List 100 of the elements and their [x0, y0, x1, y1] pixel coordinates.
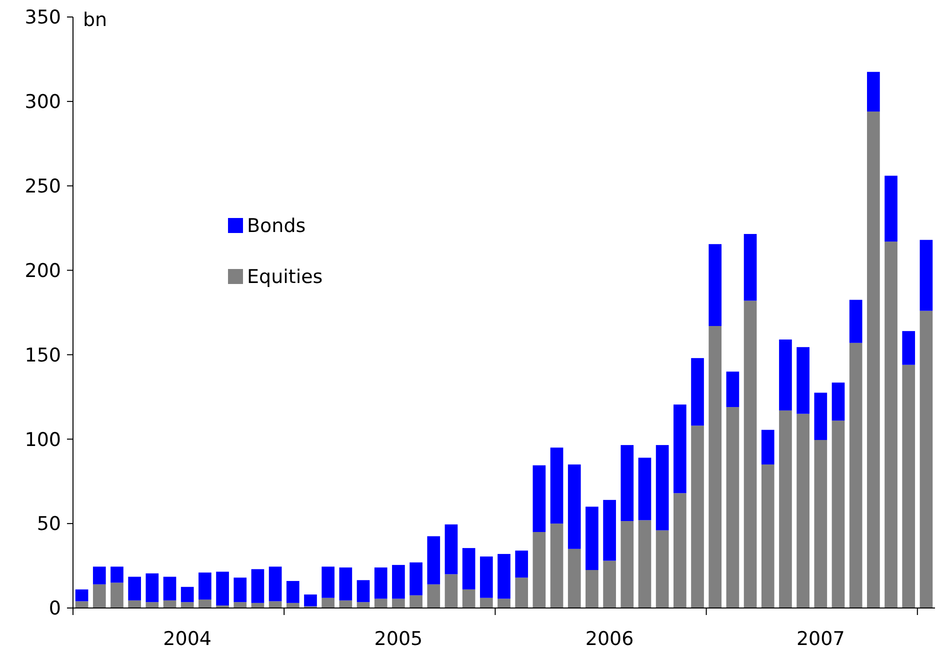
x-tick-label: 2005	[374, 628, 423, 650]
bar	[902, 364, 916, 608]
bar	[322, 566, 335, 598]
bar	[427, 584, 440, 608]
bar	[480, 598, 493, 608]
bar	[480, 556, 493, 598]
bar	[92, 584, 106, 608]
bar	[867, 112, 880, 608]
bar	[163, 600, 176, 608]
y-tick-label: 0	[48, 598, 61, 620]
bar	[779, 340, 792, 410]
bar	[268, 566, 282, 602]
bar	[849, 342, 862, 608]
bar	[673, 493, 686, 608]
bar	[796, 414, 810, 608]
bar	[356, 602, 370, 608]
bar	[515, 578, 528, 608]
bar	[251, 569, 264, 603]
bar	[568, 464, 581, 549]
y-tick-label: 300	[24, 91, 61, 114]
bar	[586, 506, 598, 570]
bar	[550, 448, 564, 524]
bar	[867, 72, 880, 112]
legend-label: Bonds	[247, 215, 306, 238]
x-tick-label: 2004	[163, 628, 212, 650]
bar	[920, 240, 933, 311]
bar	[110, 582, 124, 608]
bar	[761, 430, 774, 464]
bar	[163, 576, 176, 600]
y-tick-label: 200	[24, 260, 61, 282]
bar	[322, 598, 335, 608]
bar	[410, 595, 422, 608]
bar	[515, 550, 528, 578]
bar	[234, 578, 247, 602]
bar	[146, 602, 159, 608]
bar	[691, 358, 704, 426]
bar	[180, 602, 194, 608]
bar	[849, 300, 862, 343]
bar	[92, 566, 106, 584]
legend-label: Equities	[247, 266, 323, 288]
bar	[832, 420, 845, 608]
bar	[286, 602, 300, 608]
bar	[920, 310, 933, 608]
bar	[286, 580, 300, 603]
bar	[198, 600, 212, 608]
bar	[726, 407, 740, 608]
bar	[198, 572, 212, 600]
bar	[726, 372, 740, 408]
y-tick-label: 100	[24, 428, 61, 451]
bar	[586, 570, 598, 608]
y-tick-label: 150	[24, 344, 61, 366]
bar	[603, 560, 616, 608]
bar	[532, 532, 546, 608]
bar	[427, 536, 440, 584]
bar	[568, 548, 581, 608]
y-axis-title: bn	[83, 9, 108, 31]
bar	[638, 458, 652, 520]
bar	[128, 576, 141, 600]
bar	[75, 589, 88, 602]
bar	[234, 602, 247, 608]
y-tick-label: 250	[24, 176, 61, 198]
bar	[374, 567, 388, 599]
bar	[620, 521, 634, 608]
bar	[268, 601, 282, 608]
bar	[462, 589, 476, 608]
bar	[392, 598, 405, 608]
bar	[180, 586, 194, 602]
bar	[110, 566, 124, 583]
bar	[462, 548, 476, 590]
bar	[498, 598, 510, 608]
bar	[550, 524, 564, 608]
bar	[339, 600, 352, 608]
bar	[814, 440, 828, 608]
bar	[761, 464, 774, 608]
bar	[744, 234, 757, 301]
bar	[410, 562, 422, 596]
bar	[304, 594, 317, 606]
bar	[691, 426, 704, 608]
x-tick-label: 2007	[796, 628, 845, 650]
bar	[708, 244, 722, 326]
bar	[902, 331, 916, 365]
bar	[146, 573, 159, 602]
y-tick-label: 350	[24, 6, 61, 29]
bar	[75, 601, 88, 608]
bar	[884, 176, 898, 242]
bar	[498, 554, 510, 599]
bar	[814, 392, 828, 440]
bar	[620, 445, 634, 522]
bar	[673, 404, 686, 494]
bar	[603, 500, 616, 561]
bar	[356, 580, 370, 602]
bar	[884, 242, 898, 608]
bar	[216, 572, 229, 606]
bar	[374, 598, 388, 608]
bar	[532, 465, 546, 532]
bar	[796, 347, 810, 414]
bar	[708, 326, 722, 608]
bar	[392, 564, 405, 599]
bar	[656, 445, 669, 530]
bar	[779, 410, 792, 608]
